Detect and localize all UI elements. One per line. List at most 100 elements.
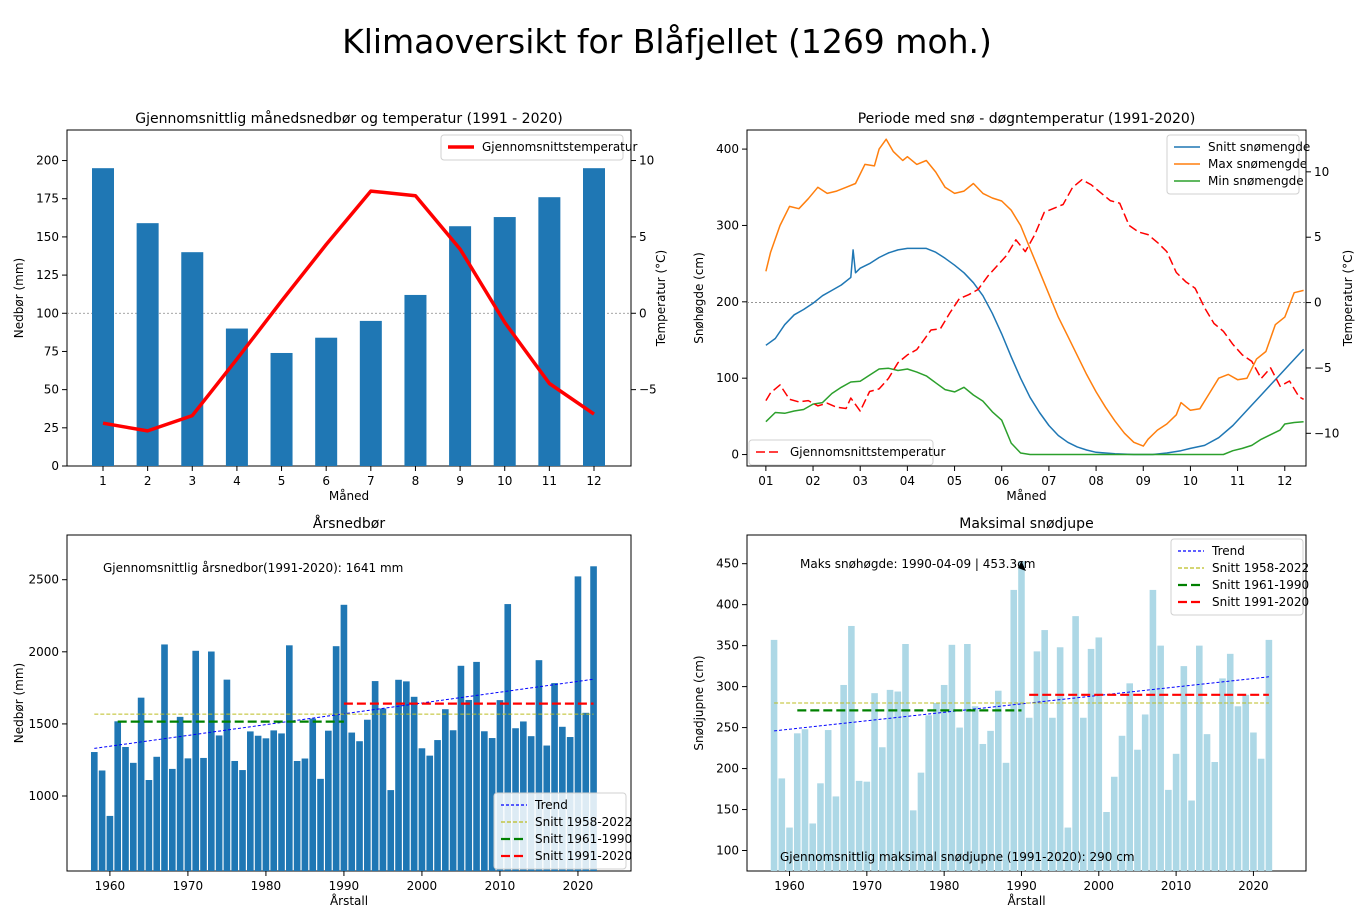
year-bar: [793, 733, 801, 871]
year-bar: [364, 719, 371, 871]
y-tick-label: 200: [716, 762, 739, 776]
legend-label: Snitt 1991-2020: [1212, 595, 1309, 609]
y-tick-label: 200: [716, 295, 739, 309]
series-line: [765, 247, 1305, 456]
precip-bar: [225, 328, 248, 466]
y2-tick-label: 10: [1314, 165, 1329, 179]
year-bar: [168, 768, 176, 871]
legend-box: [493, 792, 627, 870]
y-tick-label: 450: [716, 557, 739, 571]
year-bar: [247, 731, 254, 871]
legend-label: Snitt 1961-1990: [1212, 578, 1309, 592]
y2-tick-label: −10: [1314, 426, 1339, 440]
reference-line: [774, 676, 1269, 732]
x-tick-label: 11: [542, 474, 557, 488]
year-bar: [449, 730, 457, 871]
year-bar: [1002, 762, 1010, 871]
year-bar: [473, 661, 480, 871]
year-bar: [434, 740, 441, 871]
year-bar: [426, 755, 434, 871]
x-tick-label: 09: [1136, 474, 1151, 488]
y-tick-label: 400: [716, 142, 739, 156]
x-tick-label: 07: [1041, 474, 1056, 488]
year-bar: [317, 778, 324, 871]
y-tick-label: 2000: [28, 645, 59, 659]
y-tick-label: 250: [716, 721, 739, 735]
year-bar: [590, 566, 597, 871]
year-bar: [1172, 753, 1180, 871]
legend-box: [748, 439, 934, 466]
year-bar: [239, 770, 246, 871]
chart-title: Periode med snø - døgntemperatur (1991-2…: [858, 111, 1196, 127]
year-bar: [840, 684, 847, 871]
x-tick-label: 1970: [173, 879, 204, 893]
year-bar: [278, 733, 285, 871]
precip-bar: [449, 226, 472, 466]
x-tick-label: 1980: [251, 879, 282, 893]
year-bar: [817, 783, 824, 871]
y-tick-label: 350: [716, 639, 739, 653]
precip-bar: [404, 294, 427, 466]
year-bar: [956, 727, 963, 871]
y2-tick-label: −5: [639, 383, 657, 397]
x-tick-label: 5: [278, 474, 286, 488]
year-bar: [286, 645, 293, 871]
year-bar: [145, 780, 153, 871]
y-tick-label: 150: [36, 230, 59, 244]
x-tick-label: 7: [367, 474, 375, 488]
precip-bar: [583, 168, 605, 466]
precip-bar: [92, 168, 114, 466]
year-bar: [933, 703, 940, 871]
y-tick-label: 150: [716, 803, 739, 817]
year-bar: [1080, 717, 1087, 871]
legend-label: Snitt 1958-2022: [1212, 561, 1309, 575]
y-tick-label: 200: [36, 154, 59, 168]
y2-tick-label: 5: [639, 230, 647, 244]
x-tick-label: 11: [1230, 474, 1245, 488]
year-bar: [917, 772, 925, 871]
x-tick-label: 2: [144, 474, 152, 488]
year-bar: [778, 778, 786, 871]
year-bar: [1196, 645, 1203, 871]
year-bar: [871, 693, 878, 871]
year-bar: [1265, 639, 1273, 871]
x-axis-label: Årstall: [1007, 893, 1045, 908]
avg-annotation: Gjennomsnittlig maksimal snødjupne (1991…: [780, 850, 1135, 864]
series-line: [765, 367, 1304, 456]
y-tick-label: 100: [36, 306, 59, 320]
year-bar: [809, 823, 817, 871]
year-bar: [184, 758, 192, 871]
year-bar: [1149, 589, 1157, 871]
y-tick-label: 125: [36, 268, 59, 282]
year-bar: [254, 735, 262, 871]
year-bar: [1219, 678, 1226, 871]
year-bar: [106, 815, 114, 871]
x-tick-label: 1990: [329, 879, 360, 893]
y-tick-label: 50: [44, 383, 59, 397]
figure-title: Klimaoversikt for Blåfjellet (1269 moh.): [342, 22, 992, 61]
year-bar: [332, 646, 340, 871]
year-bar: [309, 718, 317, 871]
x-axis-label: Årstall: [330, 893, 368, 908]
year-bar: [90, 752, 98, 871]
plot-frame: [66, 129, 632, 467]
year-bar: [325, 730, 332, 871]
year-bar: [879, 747, 886, 871]
year-bar: [192, 650, 200, 871]
year-bar: [262, 738, 270, 871]
y-tick-label: 25: [44, 421, 59, 435]
year-bar: [1203, 734, 1211, 871]
year-bar: [293, 760, 301, 871]
year-bar: [824, 730, 832, 871]
x-tick-label: 12: [1277, 474, 1292, 488]
year-bar: [1157, 645, 1164, 871]
year-bar: [457, 665, 465, 871]
precip-bar: [315, 337, 338, 466]
precip-bar: [270, 352, 293, 466]
year-bar: [582, 712, 590, 871]
y-axis-label: Nedbør (mm): [12, 663, 26, 743]
year-bar: [909, 810, 917, 871]
year-bar: [496, 700, 504, 871]
legend-box: [440, 134, 624, 161]
